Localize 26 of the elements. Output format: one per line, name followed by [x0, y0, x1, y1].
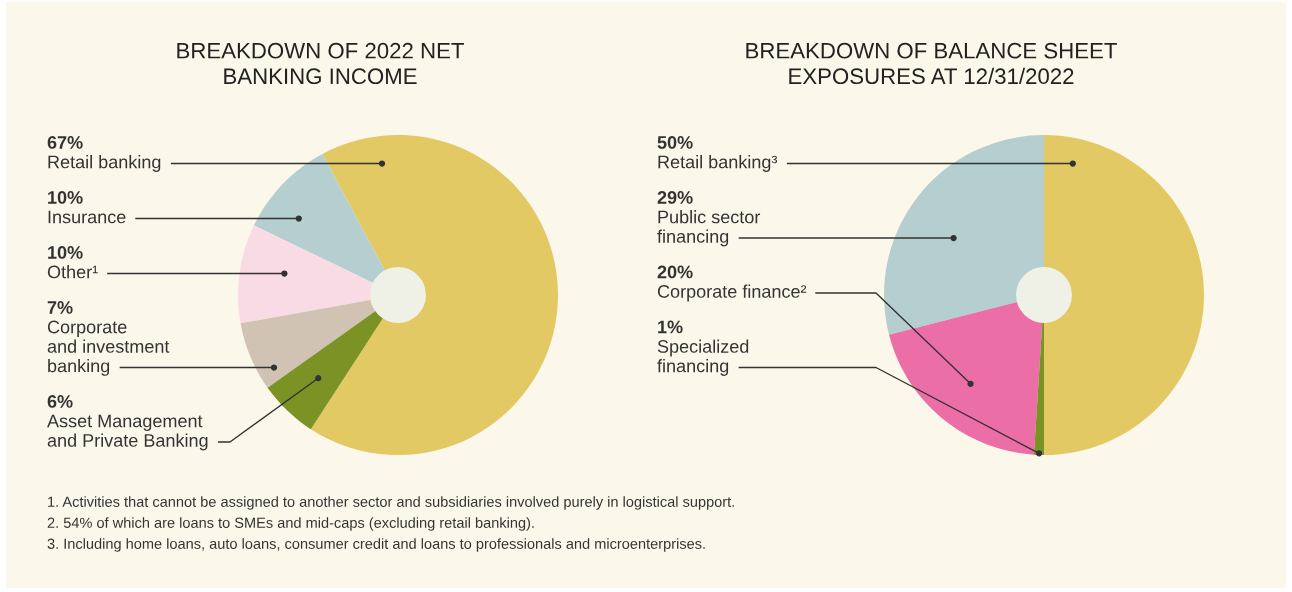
data-label: 10%	[48, 191, 83, 204]
slice-label: Retail banking³	[658, 155, 778, 172]
text: 1. Activities that cannot be assigned to another sector and subsidiaries involved purely in logistical support.	[48, 496, 734, 510]
text: 3. Including home loans, auto loans, consumer credit and loans to professionals and microenterprises.	[47, 538, 705, 552]
slice-label: Insurance	[48, 210, 126, 224]
data-label: 67%	[47, 136, 83, 149]
text: 2. 54% of which are loans to SMEs and mid-caps (excluding retail banking).	[47, 517, 534, 531]
chart-title: BREAKDOWN OF BALANCE SHEET EXPOSURES AT 12/31/2022	[746, 42, 1117, 85]
data-label: 20%	[657, 265, 693, 279]
chart-title: BREAKDOWN OF 2022 NET BANKING INCOME	[177, 42, 464, 85]
pie-slice	[310, 135, 558, 455]
slice-label: Retail banking	[48, 155, 161, 172]
data-label: 6%	[47, 395, 73, 408]
slice-label: Specialized financing	[657, 339, 749, 376]
pie-slice	[1044, 135, 1204, 455]
data-label: 29%	[657, 191, 693, 204]
slice-label: Other¹	[47, 265, 98, 279]
data-label: 1%	[658, 320, 683, 334]
data-label: 10%	[48, 246, 83, 259]
slice-label: Asset Management and Private Banking	[47, 414, 208, 451]
slice-label: Public sector financing	[657, 210, 761, 247]
pie-slice	[884, 135, 1044, 335]
data-label: 50%	[657, 136, 693, 149]
slice-label: Corporate and investment banking	[47, 320, 170, 376]
slice-label: Corporate finance²	[657, 284, 807, 302]
data-label: 7%	[47, 301, 73, 314]
